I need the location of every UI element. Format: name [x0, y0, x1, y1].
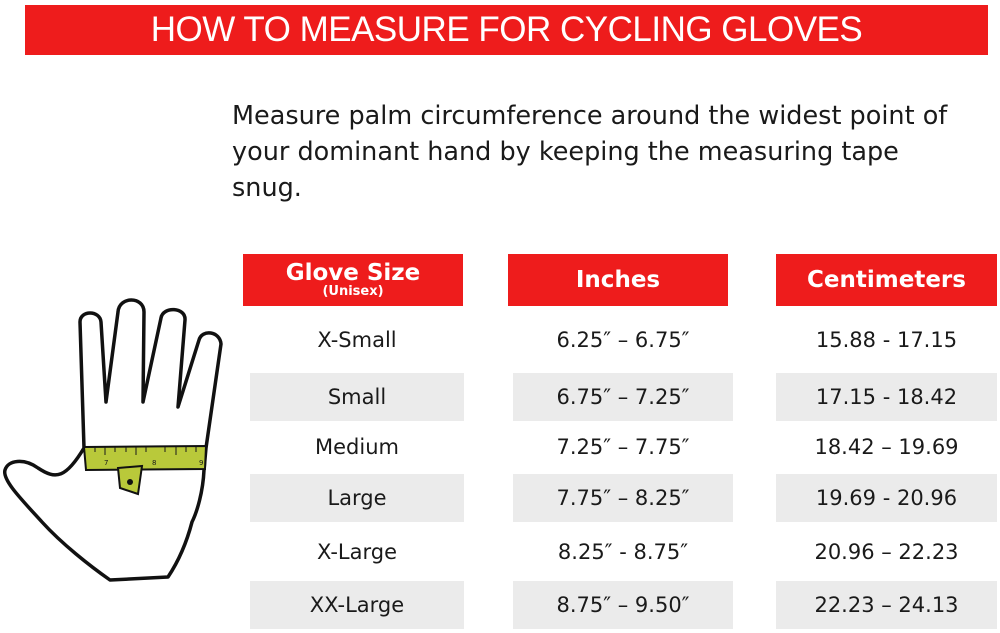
size-cell: X-Small: [317, 328, 397, 352]
size-cell: Medium: [315, 435, 399, 459]
tape-number: 7: [104, 459, 108, 467]
size-cell: XX-Large: [250, 581, 464, 629]
tape-number: 8: [152, 459, 156, 467]
cm-cell: 22.23 – 24.13: [776, 581, 997, 629]
header-centimeters-label: Centimeters: [807, 267, 966, 293]
cm-cell: 15.88 - 17.15: [815, 328, 958, 352]
size-cell: X-Large: [316, 540, 397, 564]
cm-cell: 20.96 – 22.23: [814, 540, 959, 564]
cm-cell: 19.69 - 20.96: [776, 474, 997, 522]
header-glove-size: Glove Size (Unisex): [243, 254, 463, 306]
header-centimeters: Centimeters: [776, 254, 997, 306]
inches-cell: 8.25″ - 8.75″: [557, 540, 689, 564]
hand-outline: [3, 298, 223, 582]
inches-cell: 6.25″ – 6.75″: [556, 328, 690, 352]
header-unisex-note: (Unisex): [322, 284, 384, 299]
inches-cell: 8.75″ – 9.50″: [513, 581, 733, 629]
hand-with-measuring-tape-icon: 7 8 9: [3, 298, 223, 582]
size-cell: Small: [250, 373, 464, 421]
inches-cell: 7.25″ – 7.75″: [556, 435, 690, 459]
inches-cell: 6.75″ – 7.25″: [513, 373, 733, 421]
title-banner: HOW TO MEASURE FOR CYCLING GLOVES: [25, 5, 988, 55]
header-inches-label: Inches: [575, 267, 661, 293]
page-title: HOW TO MEASURE FOR CYCLING GLOVES: [150, 10, 863, 49]
cm-cell: 18.42 – 19.69: [814, 435, 959, 459]
header-glove-size-label: Glove Size: [285, 260, 421, 286]
inches-cell: 7.75″ – 8.25″: [513, 474, 733, 522]
measuring-instructions: Measure palm circumference around the wi…: [232, 101, 948, 203]
tape-number: 9: [199, 459, 203, 467]
measuring-tape: 7 8 9: [82, 444, 208, 496]
size-cell: Large: [250, 474, 464, 522]
cm-cell: 17.15 - 18.42: [776, 373, 997, 421]
header-inches: Inches: [508, 254, 728, 306]
